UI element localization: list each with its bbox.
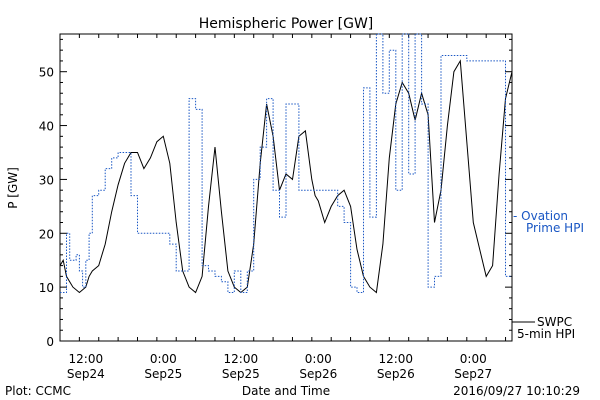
x-tick-time-label: 0:00 — [150, 352, 177, 366]
x-tick-time-label: 0:00 — [460, 352, 487, 366]
series-layer — [59, 33, 513, 294]
y-axis-ticks: 0 10 20 30 40 50 — [39, 38, 512, 349]
y-tick-label: 30 — [39, 173, 54, 187]
plot-area — [59, 33, 513, 342]
y-axis-label: P [GW] — [6, 167, 20, 209]
x-tick-time-label: 12:00 — [224, 352, 259, 366]
legend-swpc-line2: 5-min HPI — [517, 327, 575, 341]
x-tick-day-label: Sep25 — [222, 367, 260, 381]
legend-ovation-line2: Prime HPI — [526, 221, 584, 235]
x-axis-label: Date and Time — [242, 384, 330, 398]
legend-swpc-line1: SWPC — [537, 315, 572, 329]
timestamp: 2016/09/27 10:10:29 — [453, 384, 580, 398]
x-tick-day-label: Sep24 — [67, 367, 105, 381]
plot-source: Plot: CCMC — [5, 384, 71, 398]
x-tick-time-label: 0:00 — [305, 352, 332, 366]
y-tick-label: 10 — [39, 281, 54, 295]
y-tick-label: 40 — [39, 120, 54, 134]
x-tick-day-label: Sep26 — [377, 367, 415, 381]
x-axis-ticks: 12:00Sep240:00Sep2512:00Sep250:00Sep2612… — [59, 34, 507, 381]
y-tick-label: 50 — [39, 66, 54, 80]
x-tick-time-label: 12:00 — [378, 352, 413, 366]
legend-ovation-line1: - Ovation — [513, 209, 568, 223]
series-ovation-prime-line — [60, 33, 512, 293]
y-tick-label: 0 — [46, 335, 54, 349]
x-tick-day-label: Sep26 — [299, 367, 337, 381]
y-tick-label: 20 — [39, 227, 54, 241]
x-tick-day-label: Sep27 — [454, 367, 492, 381]
x-tick-time-label: 12:00 — [69, 352, 104, 366]
x-tick-day-label: Sep25 — [144, 367, 182, 381]
chart-title: Hemispheric Power [GW] — [199, 16, 374, 32]
